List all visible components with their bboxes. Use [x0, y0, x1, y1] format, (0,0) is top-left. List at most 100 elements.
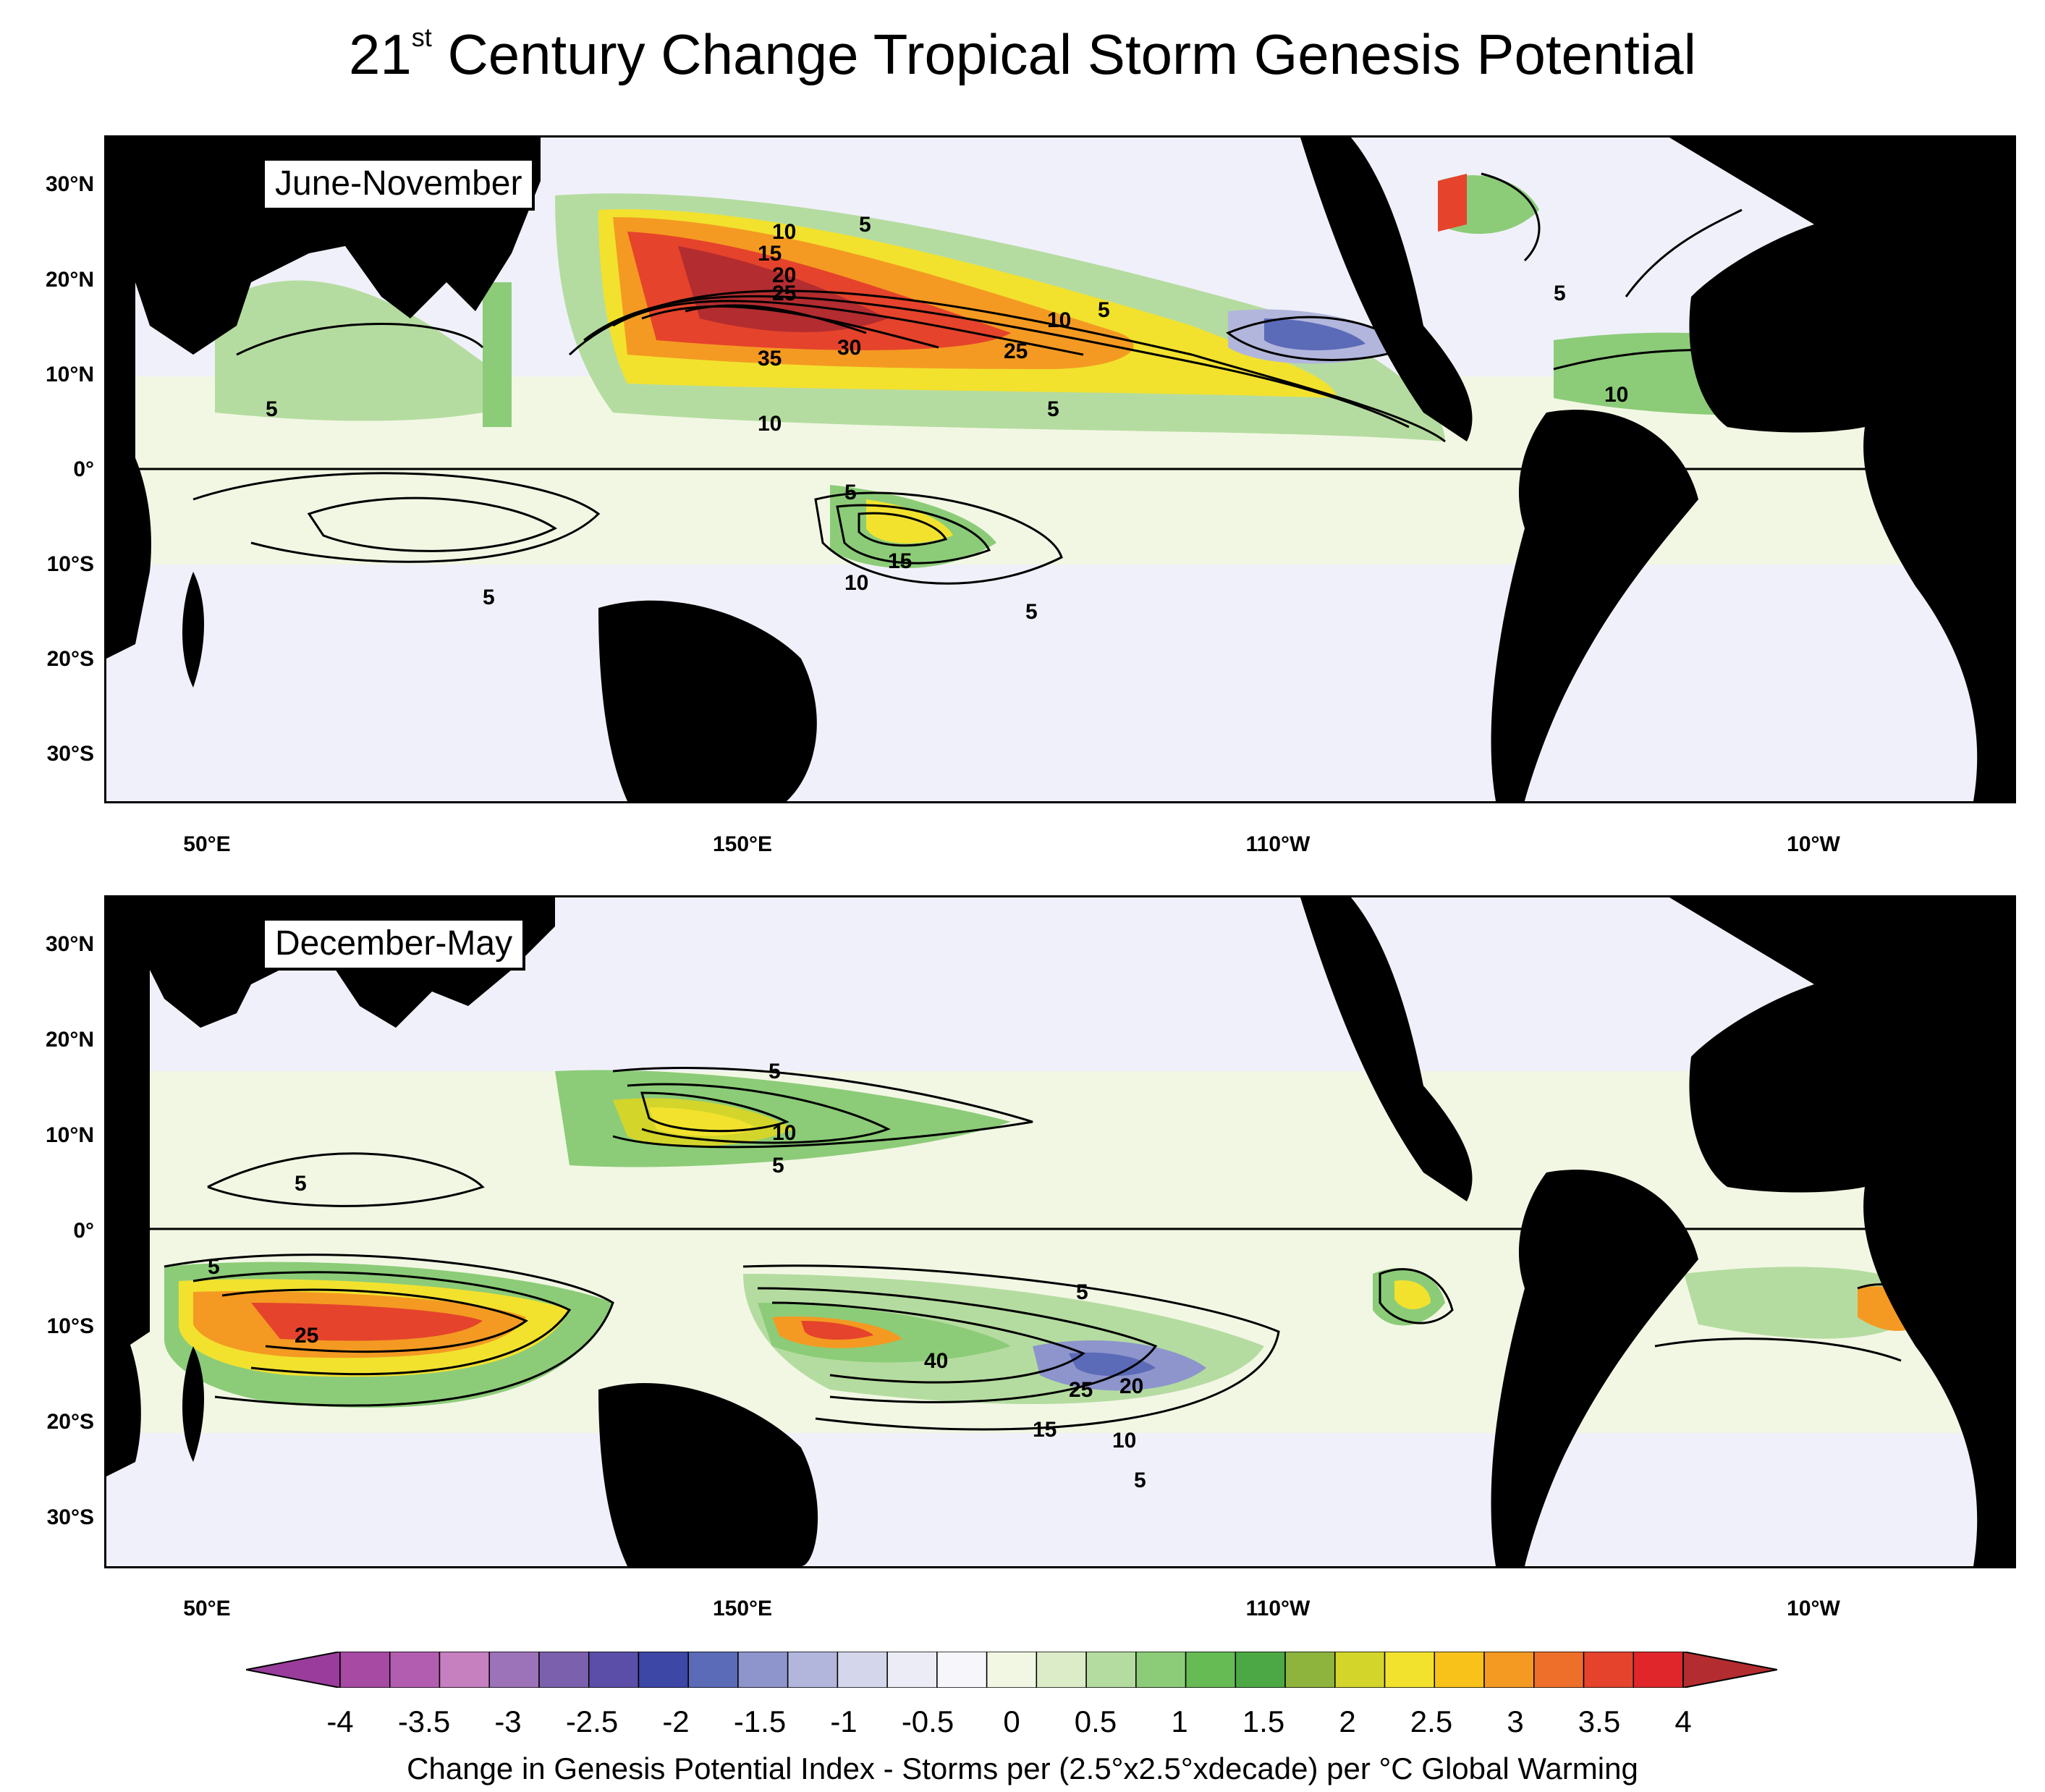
colorbar-swatch: [886, 1652, 938, 1688]
colorbar-swatch: [488, 1652, 540, 1688]
colorbar-swatch: [687, 1652, 739, 1688]
y-tick-label: 10°S: [46, 552, 94, 576]
colorbar-swatch: [737, 1652, 789, 1688]
colorbar-tick-label: -3.5: [397, 1704, 451, 1738]
colorbar: [246, 1652, 1777, 1688]
contour-label: 10: [758, 412, 782, 436]
contour-label: 10: [1047, 308, 1071, 332]
contour-label: 5: [208, 1255, 220, 1279]
colorbar-tick-label: -1: [830, 1704, 858, 1738]
contour-label: 5: [1047, 397, 1059, 421]
y-tick-label: 0°: [73, 1219, 94, 1243]
map-bottom-svg: 5 10 5 5 25 5 5 40 25 20 15 10 5: [106, 897, 2014, 1566]
contour-label: 20: [1119, 1374, 1143, 1398]
colorbar-swatch: [538, 1652, 590, 1688]
contour-label: 5: [1554, 282, 1566, 305]
colorbar-swatch: [1085, 1652, 1137, 1688]
y-tick-label: 20°S: [46, 647, 94, 671]
colorbar-tick-label: 1: [1171, 1704, 1188, 1738]
contour-label: 5: [1134, 1468, 1146, 1492]
contour-label: 35: [758, 347, 782, 371]
y-tick-label: 30°N: [45, 932, 94, 956]
contour-label: 25: [1069, 1378, 1093, 1402]
contour-label: 5: [772, 1154, 784, 1178]
colorbar-swatch: [837, 1652, 888, 1688]
y-tick-label: 20°S: [46, 1410, 94, 1434]
y-tick-label: 10°S: [46, 1314, 94, 1338]
season-label: June-November: [262, 158, 535, 211]
x-tick-label: 150°E: [712, 832, 773, 856]
y-tick-label: 10°N: [45, 363, 94, 386]
x-tick-label: 110°W: [1245, 1597, 1311, 1620]
colorbar-tick-label: -3: [494, 1704, 522, 1738]
contour-label: 5: [1098, 298, 1110, 322]
contour-label: 10: [772, 220, 796, 244]
colorbar-tick-label: 4: [1674, 1704, 1692, 1738]
contour-label: 25: [295, 1324, 318, 1348]
contour-label: 5: [844, 481, 857, 504]
colorbar-swatch: [936, 1652, 988, 1688]
contour-label: 5: [1076, 1280, 1088, 1304]
colorbar-title: Change in Genesis Potential Index - Stor…: [407, 1751, 1638, 1785]
colorbar-swatch: [1036, 1652, 1087, 1688]
colorbar-tick-label: 3.5: [1578, 1704, 1621, 1738]
map-top-svg: 5 10 15 20 25 30 35 25 10 5 5 10 5 10 5 …: [106, 138, 2014, 801]
colorbar-tick-label: -0.5: [901, 1704, 954, 1738]
colorbar-swatch: [389, 1652, 441, 1688]
contour-label: 25: [1004, 339, 1028, 363]
contour-label: 15: [758, 242, 782, 266]
contour-label: 40: [924, 1349, 948, 1373]
colorbar-swatch: [638, 1652, 689, 1688]
x-tick-label: 10°W: [1787, 1597, 1840, 1620]
colorbar-swatch: [1284, 1652, 1336, 1688]
colorbar-swatch: [339, 1652, 391, 1688]
y-tick-label: 30°S: [46, 1505, 94, 1529]
colorbar-tick-label: -1.5: [733, 1704, 787, 1738]
colorbar-swatch: [1334, 1652, 1386, 1688]
colorbar-swatch: [1533, 1652, 1585, 1688]
colorbar-swatch: [439, 1652, 490, 1688]
map-panel-june-november: 5 10 15 20 25 30 35 25 10 5 5 10 5 10 5 …: [104, 135, 2016, 803]
y-tick-label: 30°S: [46, 742, 94, 766]
contour-label: 10: [844, 571, 868, 595]
contour-label: 10: [1112, 1429, 1136, 1453]
colorbar-swatch: [588, 1652, 640, 1688]
y-tick-label: 0°: [73, 457, 94, 481]
x-tick-label: 50°E: [183, 1597, 231, 1620]
contour-label: 15: [888, 549, 912, 573]
contour-label: 15: [1033, 1418, 1057, 1442]
x-tick-label: 110°W: [1245, 832, 1311, 856]
contour-label: 10: [772, 1121, 796, 1145]
colorbar-tick-label: 2.5: [1410, 1704, 1453, 1738]
contour-label: 5: [266, 397, 278, 421]
colorbar-max-arrow: [1682, 1652, 1777, 1688]
colorbar-tick-label: 1.5: [1242, 1704, 1285, 1738]
contour-label: 5: [859, 213, 871, 237]
y-tick-label: 20°N: [45, 268, 94, 292]
colorbar-swatch: [1434, 1652, 1485, 1688]
colorbar-tick-label: 3: [1507, 1704, 1524, 1738]
x-tick-label: 150°E: [712, 1597, 773, 1620]
colorbar-tick-label: -2: [662, 1704, 690, 1738]
contour-label: 10: [1604, 383, 1628, 407]
contour-label: 30: [837, 336, 861, 360]
contour-label: 5: [483, 586, 495, 609]
colorbar-swatch: [1483, 1652, 1535, 1688]
contour-label: 25: [772, 282, 796, 305]
contour-label: 20: [772, 263, 796, 287]
colorbar-tick-label: 2: [1339, 1704, 1356, 1738]
colorbar-swatch: [1633, 1652, 1684, 1688]
x-tick-label: 50°E: [183, 832, 231, 856]
y-tick-label: 10°N: [45, 1123, 94, 1147]
map-panel-december-may: 5 10 5 5 25 5 5 40 25 20 15 10 5 Decembe…: [104, 895, 2016, 1568]
colorbar-swatch: [1185, 1652, 1237, 1688]
contour-label: 5: [1025, 600, 1038, 624]
colorbar-swatch: [1135, 1652, 1187, 1688]
colorbar-swatch: [787, 1652, 839, 1688]
colorbar-min-arrow: [246, 1652, 341, 1688]
colorbar-tick-label: 0: [1003, 1704, 1020, 1738]
x-tick-label: 10°W: [1787, 832, 1840, 856]
colorbar-swatch: [1384, 1652, 1436, 1688]
colorbar-swatch: [1583, 1652, 1635, 1688]
y-tick-label: 20°N: [45, 1028, 94, 1052]
